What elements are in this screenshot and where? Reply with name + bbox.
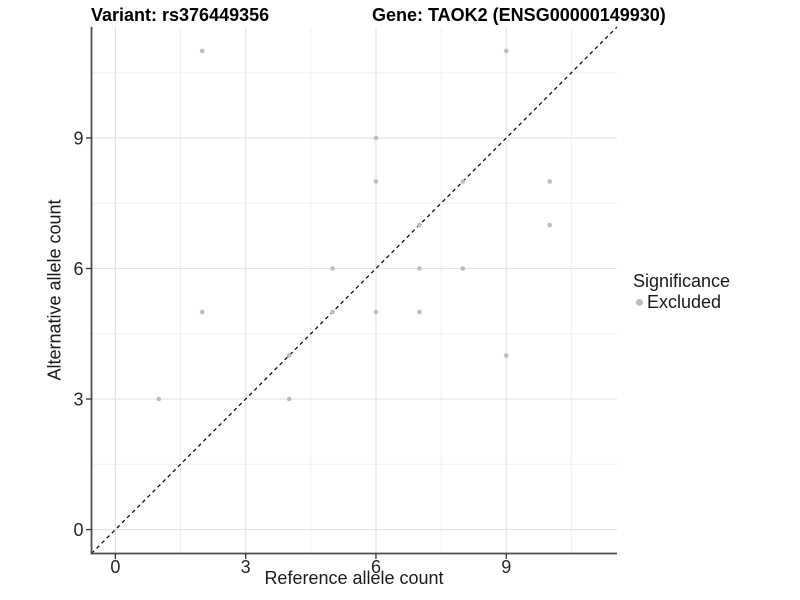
y-tick-label: 0 (73, 520, 83, 540)
legend-item-label: Excluded (647, 292, 722, 312)
data-point (460, 179, 466, 184)
x-tick-label: 0 (110, 557, 120, 577)
data-point (286, 396, 292, 402)
legend-item-excluded: Excluded (630, 292, 730, 312)
data-point (503, 353, 509, 358)
data-point (330, 309, 335, 315)
legend-title: Significance (633, 271, 731, 291)
data-point (547, 179, 552, 184)
data-point (547, 222, 552, 228)
identity-dashed-line (91, 26, 618, 554)
data-point (373, 309, 379, 315)
y-tick-label: 3 (73, 389, 83, 409)
x-tick-label: 9 (501, 557, 511, 577)
data-point (286, 353, 292, 358)
data-point (417, 309, 422, 315)
y-tick-label: 9 (73, 128, 83, 148)
excluded-point-icon (636, 298, 643, 306)
data-point (503, 48, 509, 54)
x-tick-label: 3 (241, 557, 251, 577)
data-point (199, 48, 205, 54)
gene-title: Gene: TAOK2 (ENSG00000149930) (372, 5, 666, 25)
data-point (460, 266, 466, 271)
variant-title: Variant: rs376449356 (91, 5, 270, 25)
data-point (417, 266, 422, 271)
data-point (156, 396, 162, 402)
x-tick-label: 6 (371, 557, 381, 577)
x-axis-title: Reference allele count (264, 568, 444, 588)
data-point (373, 179, 379, 184)
y-axis-title: Alternative allele count (44, 199, 65, 381)
legend: Significance Excluded (630, 271, 730, 312)
y-tick-label: 6 (73, 259, 83, 279)
data-point (417, 222, 422, 228)
data-point (373, 135, 379, 141)
data-point (199, 309, 205, 315)
data-point (330, 266, 335, 271)
